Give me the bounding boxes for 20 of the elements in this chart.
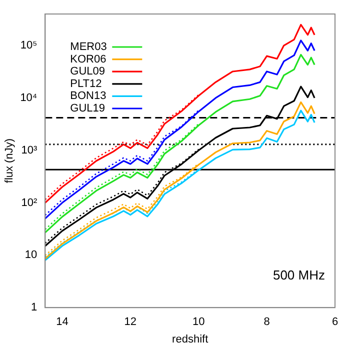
y-tick-label: 1 — [31, 302, 38, 314]
annotation: 500 MHz — [272, 268, 325, 283]
x-tick-label: 8 — [264, 316, 270, 328]
y-tick-label: 10⁵ — [20, 40, 38, 52]
y-tick-label: 10 — [24, 249, 38, 262]
x-tick-label: 6 — [332, 316, 338, 328]
legend-label: GUL19 — [70, 102, 106, 115]
x-tick-label: 12 — [124, 316, 137, 328]
x-axis-title: redshift — [172, 333, 208, 346]
legend-label: MER03 — [70, 41, 107, 54]
y-tick-label: 10² — [21, 196, 38, 209]
y-tick-label: 10³ — [21, 144, 38, 156]
y-tick-label: 10⁴ — [20, 92, 38, 104]
legend-label: KOR06 — [70, 53, 106, 66]
y-axis-title: flux (nJy) — [4, 138, 16, 184]
x-tick-label: 10 — [192, 316, 205, 328]
legend-label: GUL09 — [70, 66, 106, 78]
legend-label: PLT12 — [70, 78, 102, 90]
legend-label: BON13 — [70, 90, 106, 102]
x-tick-label: 14 — [56, 316, 68, 328]
